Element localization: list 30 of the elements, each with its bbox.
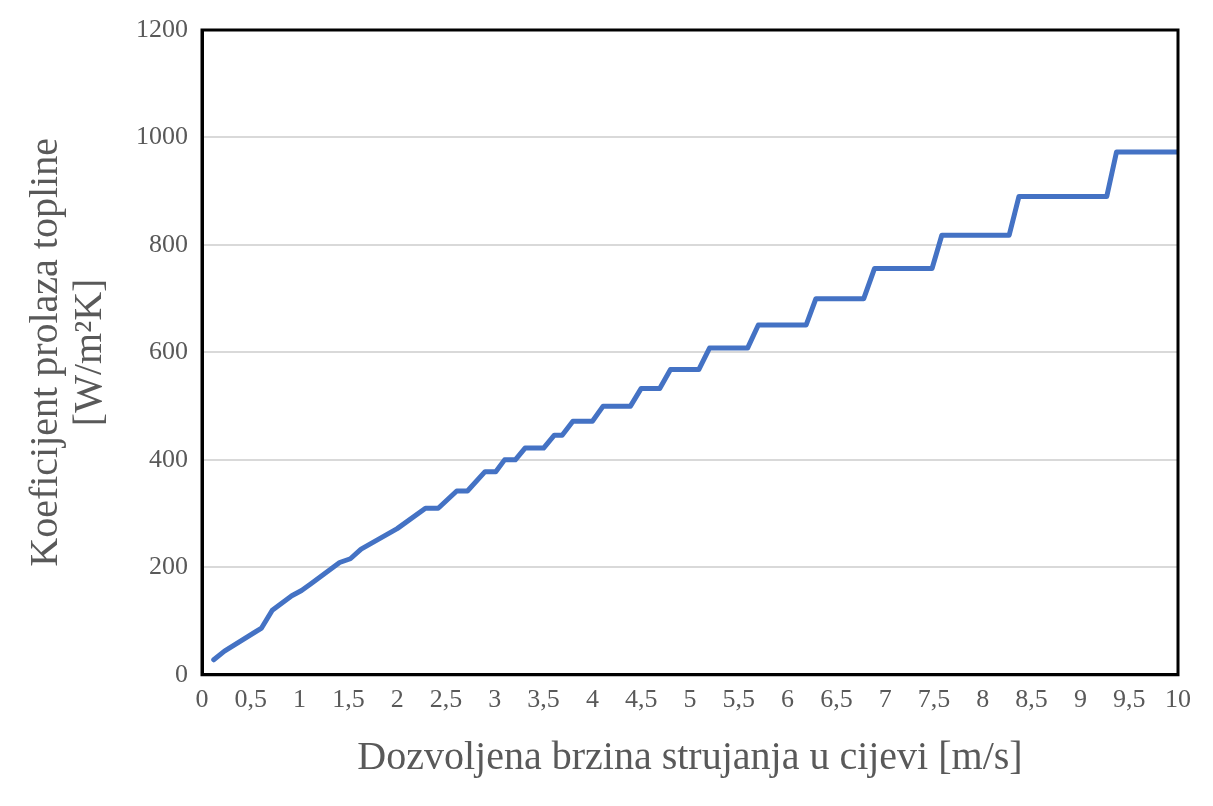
x-tick-label: 1 — [293, 684, 307, 714]
x-tick-label: 4 — [585, 684, 599, 714]
y-tick-label: 1200 — [136, 13, 188, 43]
y-tick-label: 600 — [149, 336, 188, 366]
x-tick-label: 5 — [683, 684, 697, 714]
y-tick-label: 200 — [149, 551, 188, 581]
x-tick-label: 1,5 — [332, 684, 365, 714]
x-tick-label: 5,5 — [722, 684, 756, 714]
x-tick-label: 9,5 — [1112, 684, 1146, 714]
x-tick-label: 7,5 — [917, 684, 951, 714]
y-axis-title: Koeficijent prolaza topline [W/m²K] — [20, 138, 110, 567]
x-tick-label: 0,5 — [234, 684, 268, 714]
x-tick-label: 8,5 — [1015, 684, 1048, 714]
y-tick-label: 1000 — [136, 121, 188, 151]
x-tick-label: 3 — [488, 684, 502, 714]
x-axis-title: Dozvoljena brzina strujanja u cijevi [m/s] — [357, 732, 1023, 778]
y-tick-label: 0 — [175, 658, 188, 688]
x-tick-label: 7 — [878, 684, 892, 714]
x-tick-label: 2,5 — [429, 684, 463, 714]
x-tick-label: 0 — [195, 684, 209, 714]
x-tick-label: 4,5 — [624, 684, 658, 714]
x-tick-label: 8 — [976, 684, 990, 714]
y-tick-label: 400 — [149, 443, 188, 473]
x-tick-label: 10 — [1165, 684, 1191, 714]
x-tick-label: 2 — [390, 684, 404, 714]
y-tick-label: 800 — [149, 228, 188, 258]
x-tick-label: 9 — [1073, 684, 1087, 714]
x-tick-label: 3,5 — [527, 684, 560, 714]
x-tick-label: 6,5 — [820, 684, 853, 714]
x-tick-label: 6 — [781, 684, 795, 714]
